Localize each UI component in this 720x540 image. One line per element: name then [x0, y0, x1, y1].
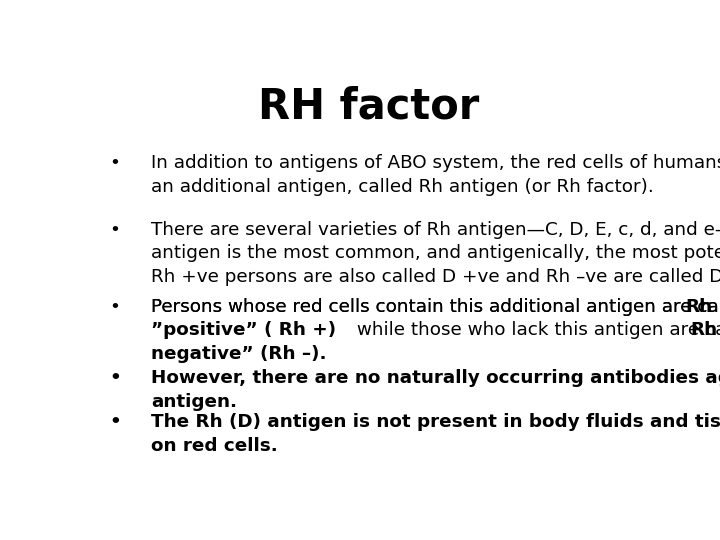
Text: The Rh (D) antigen is not present in body fluids and tissues, but only: The Rh (D) antigen is not present in bod…	[151, 413, 720, 431]
Text: antigen.: antigen.	[151, 393, 238, 411]
Text: Persons whose red cells contain this additional antigen are called “: Persons whose red cells contain this add…	[151, 298, 720, 316]
Text: •: •	[109, 369, 121, 387]
Text: antigen is the most common, and antigenically, the most potent. Therefore,: antigen is the most common, and antigeni…	[151, 245, 720, 262]
Text: ”positive” ( Rh +): ”positive” ( Rh +)	[151, 321, 336, 339]
Text: while those who lack this antigen are called “: while those who lack this antigen are ca…	[351, 321, 720, 339]
Text: •: •	[109, 298, 120, 316]
Text: •: •	[109, 413, 121, 431]
Text: negative” (Rh –).: negative” (Rh –).	[151, 345, 327, 363]
Text: Rh: Rh	[685, 298, 712, 316]
Text: However, there are no naturally occurring antibodies against Rh (D): However, there are no naturally occurrin…	[151, 369, 720, 387]
Text: an additional antigen, called Rh antigen (or Rh factor).: an additional antigen, called Rh antigen…	[151, 178, 654, 196]
Text: •: •	[109, 221, 120, 239]
Text: Rh: Rh	[690, 321, 718, 339]
Text: In addition to antigens of ABO system, the red cells of humans also contain: In addition to antigens of ABO system, t…	[151, 154, 720, 172]
Text: Persons whose red cells contain this additional antigen are called “: Persons whose red cells contain this add…	[151, 298, 720, 316]
Text: Rh +ve persons are also called D +ve and Rh –ve are called D –ve.: Rh +ve persons are also called D +ve and…	[151, 268, 720, 286]
Text: on red cells.: on red cells.	[151, 436, 278, 455]
Text: •: •	[109, 154, 120, 172]
Text: There are several varieties of Rh antigen—C, D, E, c, d, and e—but the D: There are several varieties of Rh antige…	[151, 221, 720, 239]
Text: RH factor: RH factor	[258, 85, 480, 127]
